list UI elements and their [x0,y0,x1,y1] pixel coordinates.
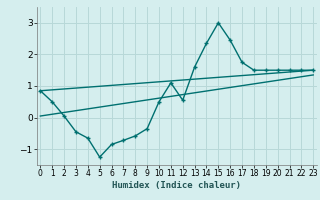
X-axis label: Humidex (Indice chaleur): Humidex (Indice chaleur) [112,181,241,190]
